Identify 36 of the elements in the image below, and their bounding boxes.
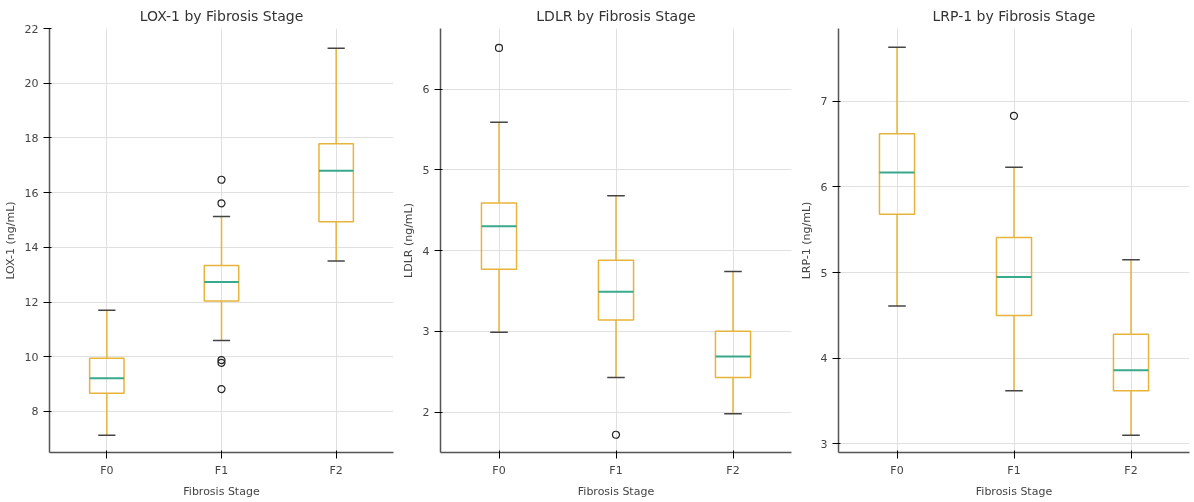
x-tick-label: F0	[100, 463, 114, 477]
y-tick-label: 2	[422, 406, 430, 420]
y-tick-label: 3	[820, 437, 828, 451]
x-tick-label: F2	[1124, 463, 1138, 477]
y-tick-label: 4	[422, 244, 430, 258]
x-tick-label: F0	[492, 463, 506, 477]
y-tick-label: 18	[24, 131, 39, 145]
x-tick-label: F1	[609, 463, 623, 477]
x-tick-label: F2	[726, 463, 740, 477]
x-axis-title: Fibrosis Stage	[975, 484, 1053, 498]
y-tick-label: 10	[24, 350, 39, 364]
y-axis-title: LDLR (ng/mL)	[401, 203, 415, 278]
y-axis-title: LRP-1 (ng/mL)	[799, 201, 813, 280]
x-tick-label: F0	[890, 463, 904, 477]
x-tick-label: F1	[214, 463, 229, 477]
chart-title: LDLR by Fibrosis Stage	[536, 7, 696, 24]
y-tick-label: 3	[422, 325, 430, 339]
y-tick-label: 5	[422, 163, 430, 177]
x-tick-label: F2	[329, 463, 343, 477]
x-axis-title: Fibrosis Stage	[577, 484, 655, 498]
y-tick-label: 5	[820, 266, 828, 280]
y-tick-label: 16	[24, 186, 39, 200]
x-axis-title: Fibrosis Stage	[183, 484, 260, 498]
y-tick-label: 22	[24, 22, 39, 36]
chart-title: LOX-1 by Fibrosis Stage	[139, 7, 304, 24]
y-tick-label: 8	[31, 405, 39, 419]
y-tick-label: 6	[820, 180, 828, 194]
y-tick-label: 4	[820, 352, 828, 366]
y-axis-title: LOX-1 (ng/mL)	[3, 201, 17, 280]
y-tick-label: 12	[24, 296, 39, 310]
y-tick-label: 6	[422, 83, 430, 97]
y-tick-label: 7	[820, 95, 828, 109]
y-tick-label: 14	[24, 241, 39, 255]
chart-title: LRP-1 by Fibrosis Stage	[932, 7, 1096, 24]
x-tick-label: F1	[1007, 463, 1021, 477]
y-tick-label: 20	[24, 77, 39, 91]
